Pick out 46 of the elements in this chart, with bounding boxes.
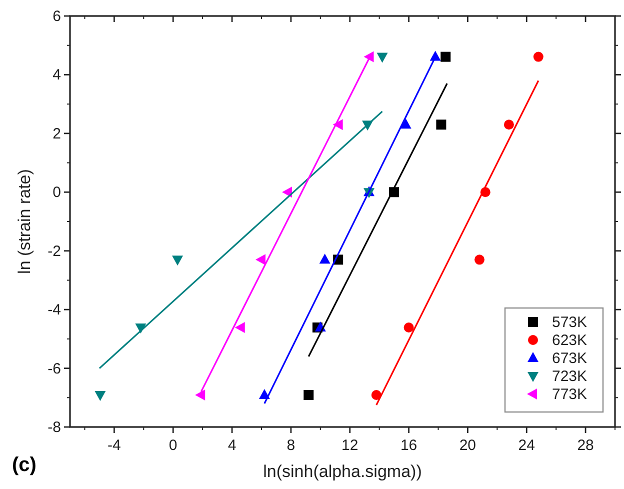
x-tick-label: 20 — [459, 437, 476, 454]
y-axis-title: ln (strain rate) — [15, 169, 34, 274]
point — [195, 390, 206, 400]
x-tick-label: 0 — [168, 437, 178, 454]
text: (c) — [12, 454, 36, 476]
point — [440, 52, 451, 62]
point — [364, 51, 374, 62]
x-tick-label: 4 — [228, 437, 236, 454]
point — [304, 390, 314, 400]
point — [255, 254, 266, 266]
point — [533, 52, 544, 62]
legend-label: 723K — [552, 368, 588, 385]
legend-label: 623K — [552, 332, 588, 349]
x-tick-label: 8 — [286, 437, 296, 454]
y-tick-label: -4 — [48, 302, 61, 319]
point — [376, 52, 388, 63]
point — [504, 120, 514, 130]
x-axis-title: ln(sinh(alpha.sigma)) — [263, 462, 422, 481]
legend-label: 673K — [552, 350, 588, 367]
point — [371, 390, 382, 400]
y-tick-label: 4 — [52, 66, 61, 84]
y-tick-label: -2 — [48, 242, 61, 260]
point — [430, 50, 441, 61]
x-tick-label: 16 — [400, 437, 418, 454]
point — [332, 119, 343, 130]
x-tick-label: 28 — [577, 437, 594, 454]
y-tick-label: 2 — [52, 125, 61, 142]
point — [400, 118, 412, 129]
x-tick-label: 12 — [342, 437, 358, 454]
y-tick-label: -6 — [48, 360, 61, 378]
point — [258, 389, 270, 399]
x-tick-label: -4 — [108, 437, 121, 454]
legend-label: 573K — [552, 314, 588, 331]
point — [436, 120, 446, 130]
point — [474, 254, 484, 265]
point — [234, 322, 245, 333]
point — [319, 254, 330, 264]
point — [282, 186, 292, 198]
point — [94, 391, 106, 401]
legend-label: 773K — [552, 386, 588, 403]
y-tick-label: -8 — [48, 419, 61, 436]
point — [404, 322, 414, 332]
point — [172, 256, 184, 266]
x-tick-label: 24 — [518, 437, 535, 454]
y-tick-label: 0 — [52, 184, 61, 202]
y-tick-label: 6 — [52, 8, 61, 25]
